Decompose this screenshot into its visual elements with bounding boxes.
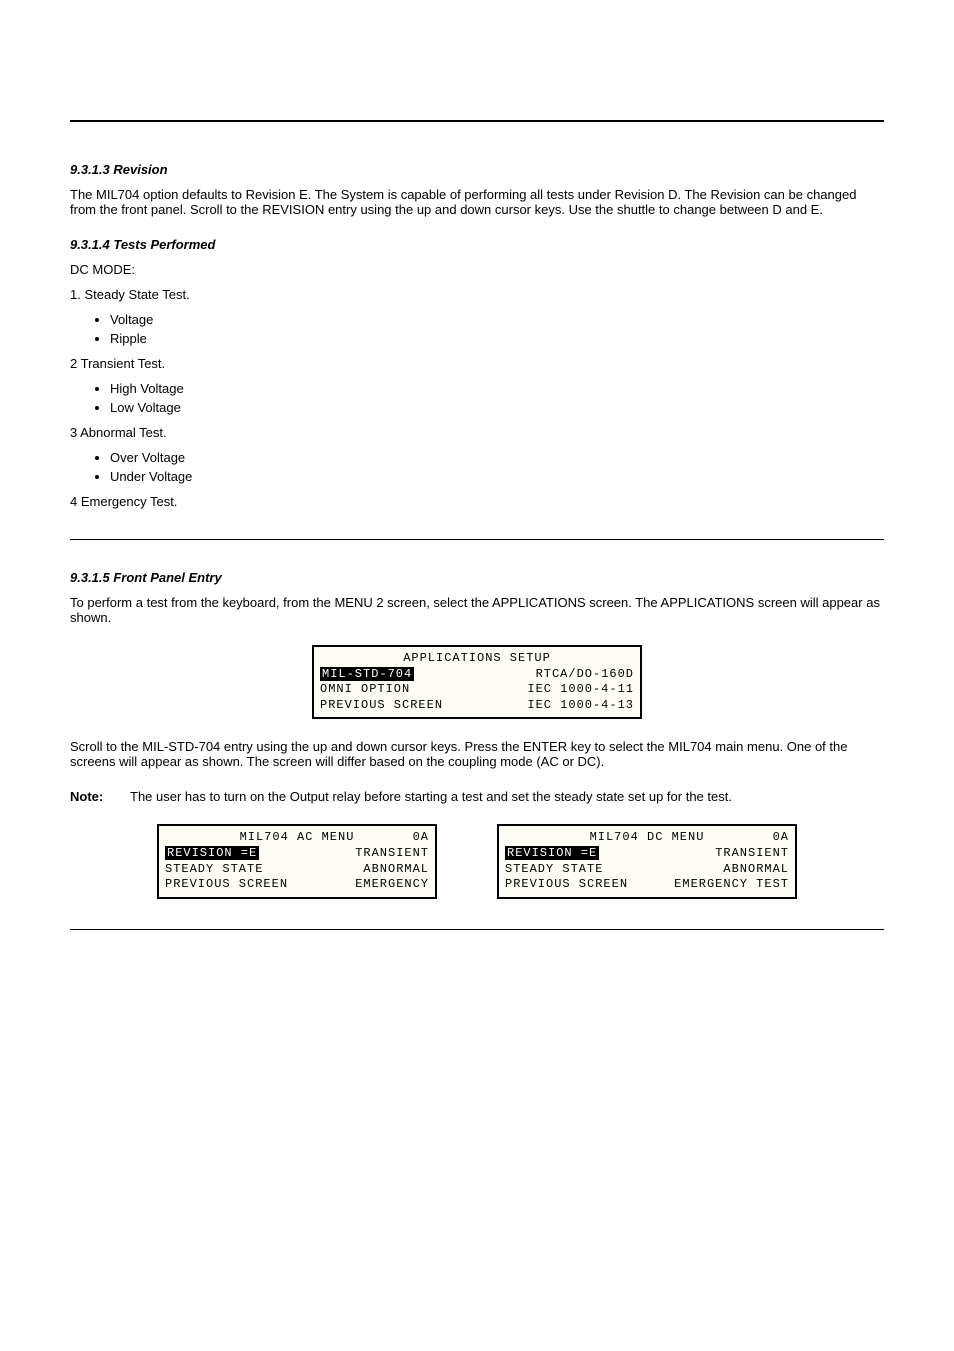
section-revision: 9.3.1.3 Revision The MIL704 option defau… bbox=[70, 162, 884, 217]
section-title-revision: 9.3.1.3 Revision bbox=[70, 162, 884, 177]
section-title-tests: 9.3.1.4 Tests Performed bbox=[70, 237, 884, 252]
lcd-cell-left: STEADY STATE bbox=[505, 862, 603, 878]
lcd-cell-right: ABNORMAL bbox=[363, 862, 429, 878]
lcd-cell-right: TRANSIENT bbox=[355, 846, 429, 862]
lcd-cell-left: MIL-STD-704 bbox=[320, 667, 414, 683]
test-subitem: Under Voltage bbox=[110, 469, 884, 484]
note-label: Note: bbox=[70, 789, 130, 804]
lcd-row: REVISION =E TRANSIENT bbox=[505, 846, 789, 862]
lcd-title-right: 0A bbox=[773, 830, 789, 846]
lcd-title-right: 0A bbox=[413, 830, 429, 846]
lcd-title-row: APPLICATIONS SETUP bbox=[320, 651, 634, 667]
note-text: The user has to turn on the Output relay… bbox=[130, 789, 884, 804]
lcd-title: MIL704 DC MENU bbox=[590, 830, 705, 846]
top-rule bbox=[70, 120, 884, 122]
lcd-row: REVISION =E TRANSIENT bbox=[165, 846, 429, 862]
lcd-cell-right: EMERGENCY TEST bbox=[674, 877, 789, 893]
lcd-row: STEADY STATE ABNORMAL bbox=[165, 862, 429, 878]
test-subitem: Ripple bbox=[110, 331, 884, 346]
lcd-cell-right: IEC 1000-4-11 bbox=[527, 682, 634, 698]
lcd-cell-right: EMERGENCY bbox=[355, 877, 429, 893]
frontpanel-para1: To perform a test from the keyboard, fro… bbox=[70, 595, 884, 625]
test-subitem: Over Voltage bbox=[110, 450, 884, 465]
test-sublist: Voltage Ripple bbox=[70, 312, 884, 346]
lcd-title: APPLICATIONS SETUP bbox=[403, 651, 551, 667]
test-subitem: High Voltage bbox=[110, 381, 884, 396]
section-title-frontpanel: 9.3.1.5 Front Panel Entry bbox=[70, 570, 884, 585]
mid-rule bbox=[70, 539, 884, 540]
frontpanel-para2: Scroll to the MIL-STD-704 entry using th… bbox=[70, 739, 884, 769]
test-sublist: High Voltage Low Voltage bbox=[70, 381, 884, 415]
lcd-title: MIL704 AC MENU bbox=[240, 830, 355, 846]
lcd-ac-screen: MIL704 AC MENU0AREVISION =ETRANSIENTSTEA… bbox=[157, 824, 437, 898]
lcd-cell-left: STEADY STATE bbox=[165, 862, 263, 878]
test-item: 1. Steady State Test. bbox=[70, 287, 884, 302]
lcd-row: OMNI OPTION IEC 1000-4-11 bbox=[320, 682, 634, 698]
lcd-row: PREVIOUS SCREEN EMERGENCY TEST bbox=[505, 877, 789, 893]
lcd-pair: MIL704 AC MENU0AREVISION =ETRANSIENTSTEA… bbox=[70, 824, 884, 898]
note-block: Note: The user has to turn on the Output… bbox=[70, 789, 884, 804]
lcd-row: STEADY STATE ABNORMAL bbox=[505, 862, 789, 878]
section-frontpanel: 9.3.1.5 Front Panel Entry To perform a t… bbox=[70, 570, 884, 899]
lcd-cell-right: TRANSIENT bbox=[715, 846, 789, 862]
test-item: 4 Emergency Test. bbox=[70, 494, 884, 509]
lcd-cell-left: PREVIOUS SCREEN bbox=[505, 877, 628, 893]
lcd-row: MIL-STD-704 RTCA/DO-160D bbox=[320, 667, 634, 683]
lcd-cell-right: RTCA/DO-160D bbox=[536, 667, 634, 683]
lcd-cell-right: IEC 1000-4-13 bbox=[527, 698, 634, 714]
lcd-title-row: MIL704 DC MENU 0A bbox=[505, 830, 789, 846]
test-subitem: Low Voltage bbox=[110, 400, 884, 415]
lcd-cell-left: OMNI OPTION bbox=[320, 682, 410, 698]
lcd-applications-wrapper: APPLICATIONS SETUPMIL-STD-704 RTCA/DO-160… bbox=[70, 645, 884, 719]
test-sublist: Over Voltage Under Voltage bbox=[70, 450, 884, 484]
test-item: 3 Abnormal Test. bbox=[70, 425, 884, 440]
revision-paragraph: The MIL704 option defaults to Revision E… bbox=[70, 187, 884, 217]
lcd-cell-left: PREVIOUS SCREEN bbox=[320, 698, 443, 714]
lcd-row: PREVIOUS SCREEN EMERGENCY bbox=[165, 877, 429, 893]
dc-mode-label: DC MODE: bbox=[70, 262, 884, 277]
lcd-cell-left: REVISION =E bbox=[505, 846, 599, 862]
test-list: 1. Steady State Test. Voltage Ripple 2 Tran… bbox=[70, 287, 884, 509]
section-tests: 9.3.1.4 Tests Performed DC MODE: 1. Stea… bbox=[70, 237, 884, 509]
test-item: 2 Transient Test. bbox=[70, 356, 884, 371]
lcd-cell-right: ABNORMAL bbox=[723, 862, 789, 878]
bottom-spacer bbox=[70, 930, 884, 1230]
lcd-cell-left: PREVIOUS SCREEN bbox=[165, 877, 288, 893]
lcd-applications-screen: APPLICATIONS SETUPMIL-STD-704 RTCA/DO-160… bbox=[312, 645, 642, 719]
lcd-dc-screen: MIL704 DC MENU0AREVISION =ETRANSIENTSTEA… bbox=[497, 824, 797, 898]
test-subitem: Voltage bbox=[110, 312, 884, 327]
lcd-cell-left: REVISION =E bbox=[165, 846, 259, 862]
lcd-row: PREVIOUS SCREEN IEC 1000-4-13 bbox=[320, 698, 634, 714]
lcd-title-row: MIL704 AC MENU 0A bbox=[165, 830, 429, 846]
